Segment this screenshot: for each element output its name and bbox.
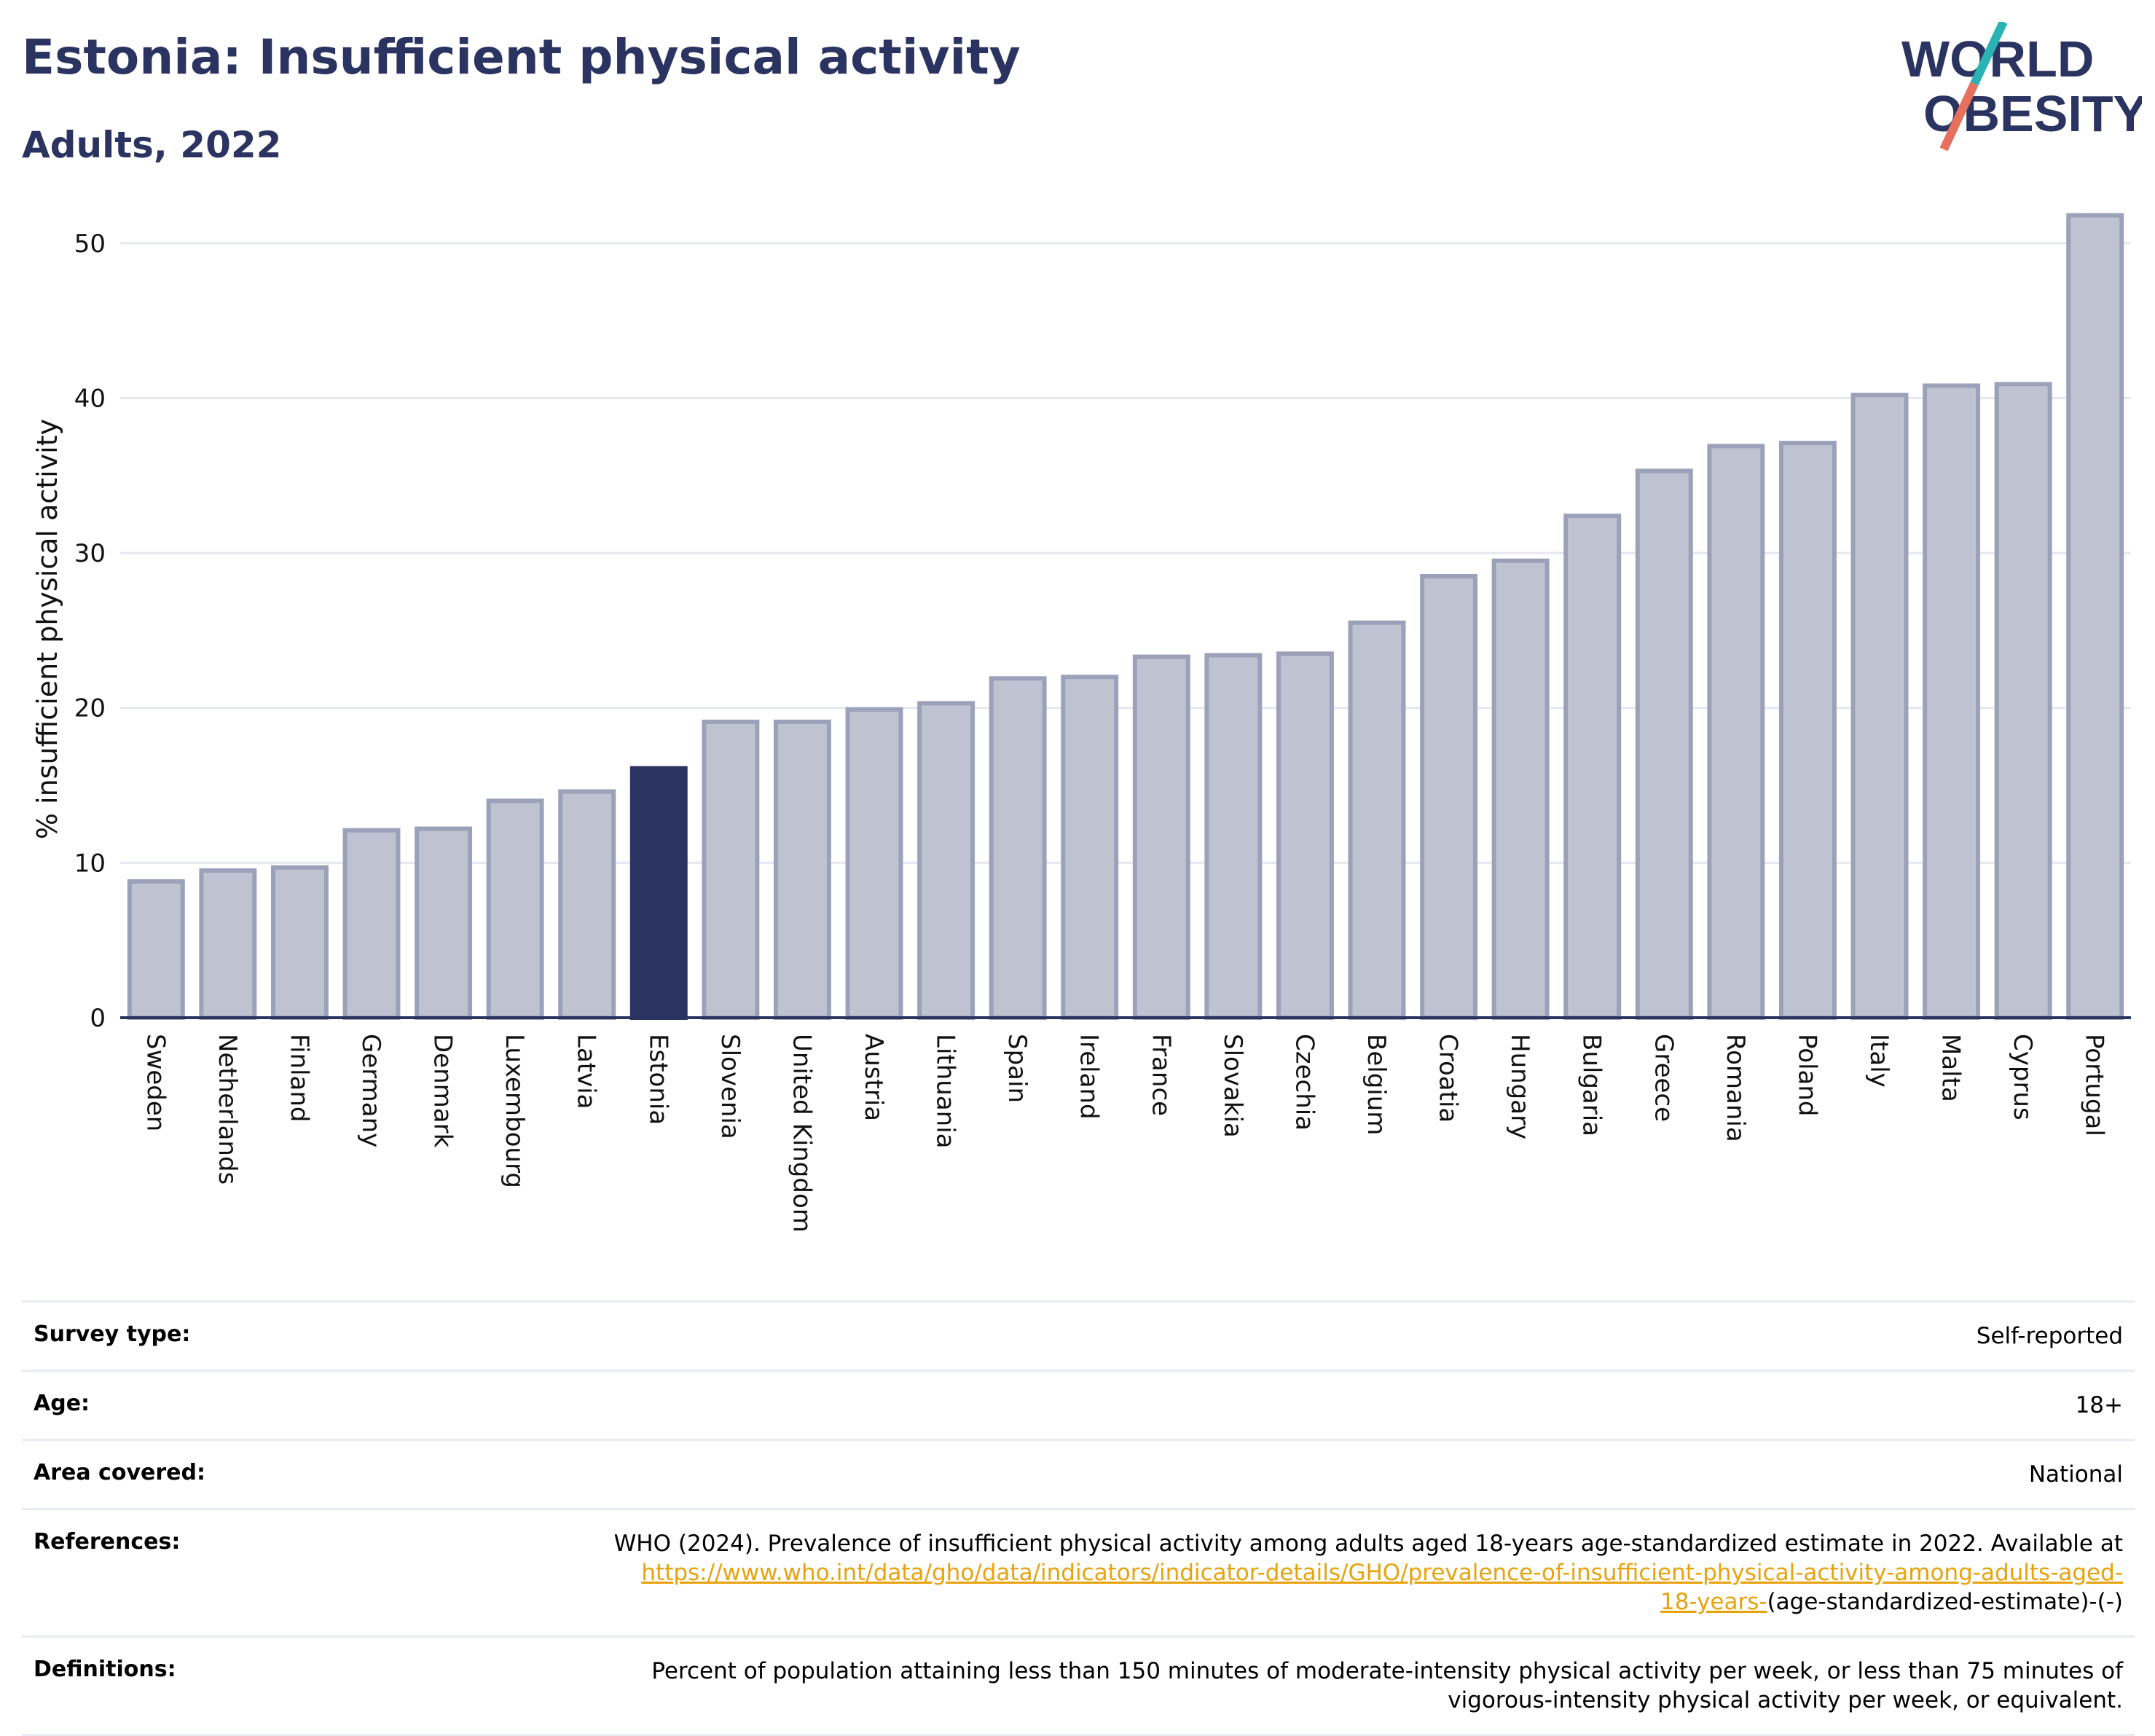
logo-slash-bottom [1939, 82, 1979, 152]
y-tick-label: 20 [74, 694, 106, 723]
area-value: National [2028, 1461, 2123, 1488]
bar-chart: 0 10 20 30 40 50 % insufficient physical activ… [31, 213, 2131, 1233]
x-tick-label: Bulgaria [1577, 1034, 1606, 1136]
references-text: WHO (2024). Prevalence of insufficient p… [613, 1531, 2123, 1557]
y-tick-label: 10 [74, 849, 106, 878]
references-link-cont[interactable]: 18-years- [1660, 1589, 1767, 1615]
bar-slovakia [1204, 653, 1263, 1021]
bar-czechia [1276, 651, 1334, 1021]
x-tick-label: Romania [1721, 1034, 1750, 1142]
y-tick-label: 30 [74, 539, 106, 568]
bar-belgium [1348, 620, 1406, 1020]
bar-slovenia [702, 719, 760, 1021]
bar-italy [1850, 393, 1909, 1020]
y-tick-label: 50 [74, 229, 106, 259]
references-link[interactable]: https://www.who.int/data/gho/data/indica… [641, 1560, 2123, 1586]
x-tick-label: Netherlands [213, 1034, 242, 1185]
bar-portugal [2066, 213, 2124, 1021]
definitions-line1: Percent of population attaining less tha… [651, 1658, 2123, 1684]
survey-row: Survey type: Self-reported [22, 1300, 2135, 1370]
info-table: Survey type: Self-reported Age: 18+ Area… [22, 1300, 2135, 1736]
bar-united-kingdom [773, 719, 831, 1021]
bar-bulgaria [1563, 514, 1622, 1020]
area-label: Area covered: [34, 1460, 205, 1485]
bar-romania [1707, 444, 1765, 1020]
area-row: Area covered: National [22, 1439, 2135, 1508]
x-tick-label: Czechia [1290, 1034, 1319, 1131]
bar-spain [989, 676, 1047, 1021]
references-suffix: (age-standardized-estimate)-(-) [1767, 1589, 2123, 1615]
bar-lithuania [917, 701, 976, 1020]
y-tick-label: 40 [74, 384, 106, 413]
x-tick-label: Hungary [1505, 1034, 1534, 1139]
x-tick-label: Greece [1649, 1034, 1678, 1122]
bar-greece [1635, 468, 1693, 1020]
bar-cyprus [1994, 382, 2052, 1021]
bar-sweden [127, 879, 185, 1021]
y-axis-label: % insufficient physical activity [31, 419, 63, 839]
x-tick-label: Latvia [572, 1034, 601, 1109]
x-tick-label: Belgium [1362, 1034, 1391, 1135]
x-tick-label: Portugal [2080, 1034, 2109, 1136]
age-label: Age: [34, 1391, 90, 1416]
world-obesity-logo: WORLD OBESITY [1901, 22, 2142, 152]
bar-austria [845, 707, 903, 1020]
definitions-label: Definitions: [34, 1657, 176, 1682]
x-tick-label: Germany [356, 1034, 385, 1147]
bar-luxembourg [486, 798, 544, 1020]
x-tick-label: Austria [859, 1034, 888, 1121]
bar-france [1132, 654, 1190, 1020]
references-value: WHO (2024). Prevalence of insufficient p… [614, 1529, 2123, 1617]
x-tick-label: Cyprus [2008, 1034, 2037, 1120]
definitions-line2: vigorous-intensity physical activity per… [1448, 1687, 2123, 1713]
references-label: References: [34, 1529, 181, 1555]
bar-malta [1923, 383, 1981, 1020]
bar-finland [270, 865, 329, 1020]
bar-latvia [558, 789, 616, 1020]
page-subtitle: Adults, 2022 [22, 124, 282, 166]
x-tick-label: Lithuania [931, 1034, 960, 1148]
x-tick-label: France [1146, 1034, 1175, 1116]
bar-denmark [415, 826, 473, 1020]
age-value: 18+ [2075, 1392, 2123, 1418]
x-tick-label: Ireland [1075, 1034, 1104, 1120]
bar-croatia [1420, 573, 1478, 1020]
x-tick-label: Croatia [1434, 1034, 1463, 1123]
logo-slash-top [1970, 22, 2008, 86]
bar-poland [1778, 441, 1837, 1021]
survey-label: Survey type: [34, 1321, 191, 1347]
x-tick-label: Slovakia [1218, 1034, 1247, 1138]
page-title: Estonia: Insufficient physical activity [22, 29, 1021, 85]
survey-value: Self-reported [1976, 1323, 2123, 1349]
bar-netherlands [199, 868, 257, 1020]
x-tick-label: Spain [1002, 1034, 1032, 1103]
bar-estonia [629, 766, 688, 1020]
definitions-value: Percent of population attaining less tha… [651, 1657, 2123, 1715]
bar-hungary [1491, 558, 1550, 1020]
x-tick-label: Slovenia [715, 1034, 745, 1139]
age-row: Age: 18+ [22, 1370, 2135, 1439]
x-tick-label: Sweden [141, 1034, 170, 1131]
x-tick-label: United Kingdom [787, 1034, 816, 1233]
x-tick-label: Italy [1864, 1034, 1893, 1088]
references-row: References: WHO (2024). Prevalence of in… [22, 1508, 2135, 1635]
x-tick-label: Finland [284, 1034, 313, 1123]
x-tick-label: Estonia [643, 1034, 672, 1125]
x-tick-label: Denmark [428, 1034, 458, 1148]
bar-germany [342, 828, 401, 1021]
x-tick-label: Malta [1936, 1034, 1966, 1102]
x-tick-label: Poland [1792, 1034, 1821, 1117]
x-tick-label: Luxembourg [500, 1034, 529, 1188]
definitions-row: Definitions: Percent of population attai… [22, 1635, 2135, 1736]
y-tick-label: 0 [90, 1004, 106, 1033]
bar-ireland [1061, 675, 1119, 1020]
